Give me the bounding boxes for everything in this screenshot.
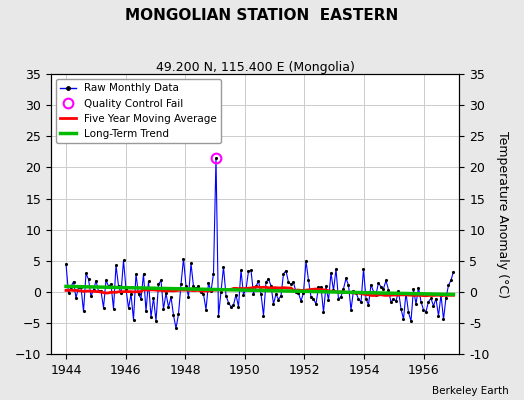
Y-axis label: Temperature Anomaly (°C): Temperature Anomaly (°C) xyxy=(496,131,509,298)
Legend: Raw Monthly Data, Quality Control Fail, Five Year Moving Average, Long-Term Tren: Raw Monthly Data, Quality Control Fail, … xyxy=(56,79,221,143)
Title: 49.200 N, 115.400 E (Mongolia): 49.200 N, 115.400 E (Mongolia) xyxy=(156,61,355,74)
Text: Berkeley Earth: Berkeley Earth xyxy=(432,386,508,396)
Text: MONGOLIAN STATION  EASTERN: MONGOLIAN STATION EASTERN xyxy=(125,8,399,23)
